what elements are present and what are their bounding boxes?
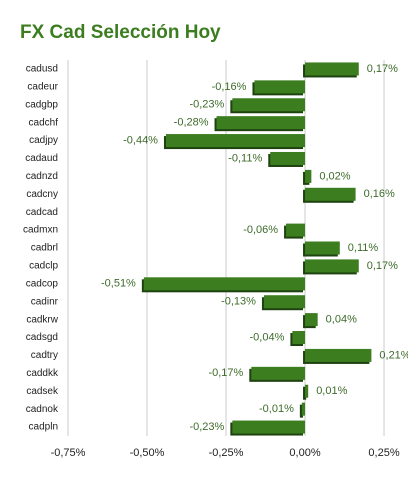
y-tick-label: cadgbp: [25, 99, 58, 110]
value-label: -0,11%: [228, 152, 262, 164]
value-label: -0,17%: [208, 367, 243, 379]
value-label: -0,23%: [189, 99, 224, 111]
y-tick-label: cadjpy: [29, 135, 58, 146]
y-tick-label: cadcop: [26, 278, 59, 289]
value-label: -0,06%: [243, 224, 278, 236]
bar: [286, 223, 306, 237]
y-tick-label: cadclp: [29, 261, 58, 272]
y-tick-label: cadchf: [29, 117, 59, 128]
bar: [165, 134, 306, 148]
bar: [305, 169, 312, 183]
y-tick-label: cadmxn: [23, 225, 58, 236]
bar: [305, 384, 309, 398]
bar: [216, 116, 306, 130]
value-label: 0,21%: [379, 349, 408, 361]
value-label: -0,13%: [221, 296, 256, 308]
bar: [305, 62, 359, 76]
bar: [232, 420, 306, 434]
value-label: 0,16%: [364, 188, 395, 200]
value-label: 0,01%: [316, 385, 347, 397]
value-label: -0,01%: [259, 403, 294, 415]
value-label: 0,17%: [367, 260, 398, 272]
x-tick-label: -0,50%: [130, 447, 165, 459]
bar: [251, 366, 306, 380]
y-tick-label: cadnok: [26, 404, 59, 415]
bar-shadow: [303, 386, 307, 400]
value-label: 0,04%: [326, 314, 357, 326]
y-tick-label: cadeur: [27, 81, 58, 92]
value-label: -0,51%: [101, 278, 136, 290]
bar: [301, 402, 306, 416]
bar: [232, 98, 306, 112]
bar: [305, 187, 356, 201]
value-label: 0,11%: [348, 242, 379, 254]
value-label: -0,23%: [189, 421, 224, 433]
x-tick-label: -0,25%: [209, 447, 244, 459]
y-tick-label: cadnzd: [26, 171, 58, 182]
x-tick-label: 0,25%: [368, 447, 399, 459]
y-tick-label: cadtry: [31, 350, 58, 361]
bar: [305, 313, 318, 327]
y-tick-label: cadcny: [26, 189, 58, 200]
y-tick-label: cadkrw: [26, 314, 58, 325]
value-label: -0,04%: [250, 331, 285, 343]
bar: [292, 331, 306, 345]
y-tick-label: cadsek: [26, 386, 59, 397]
y-tick-label: cadsgd: [26, 332, 58, 343]
bar-shadow: [299, 404, 304, 418]
y-tick-label: cadcad: [26, 207, 58, 218]
x-tick-label: 0,00%: [289, 447, 320, 459]
value-label: 0,02%: [319, 170, 350, 182]
value-label: -0,28%: [174, 117, 209, 129]
y-tick-label: cadpln: [29, 422, 58, 433]
x-tick-label: -0,75%: [51, 447, 86, 459]
y-tick-label: cadbrl: [31, 243, 58, 254]
value-label: 0,17%: [367, 63, 398, 75]
y-tick-label: cadinr: [31, 296, 59, 307]
value-label: -0,16%: [212, 81, 247, 93]
bar: [270, 151, 306, 165]
y-tick-label: caddkk: [26, 368, 59, 379]
bar: [143, 277, 306, 291]
bar: [263, 295, 306, 309]
bar: [305, 348, 372, 362]
value-label: -0,44%: [123, 134, 158, 146]
bar: [254, 80, 306, 94]
bar: [305, 259, 359, 273]
bar: [305, 241, 340, 255]
y-tick-label: cadaud: [25, 153, 58, 164]
y-tick-label: cadusd: [26, 64, 58, 75]
chart-title: FX Cad Selección Hoy: [20, 22, 221, 43]
